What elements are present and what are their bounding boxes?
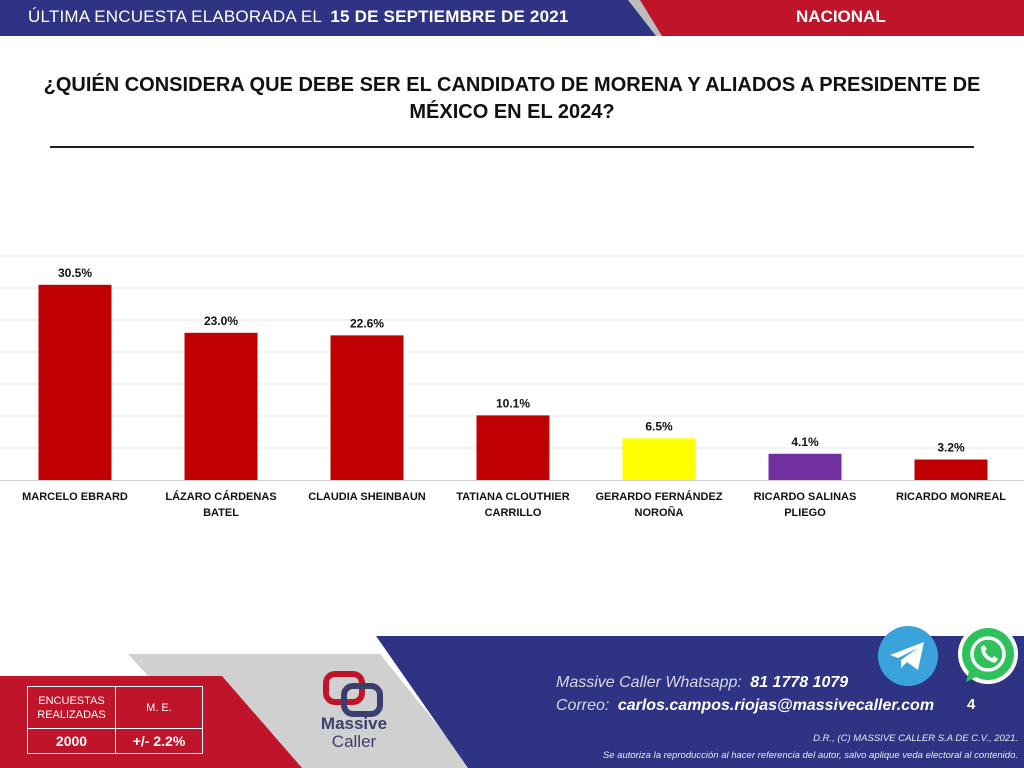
category-label: LÁZARO CÁRDENAS BATEL: [148, 489, 294, 521]
chart-title: ¿QUIÉN CONSIDERA QUE DEBE SER EL CANDIDA…: [43, 74, 981, 123]
whatsapp-label: Massive Caller Whatsapp:: [556, 674, 742, 691]
category-label: GERARDO FERNÁNDEZ NOROÑA: [586, 489, 732, 521]
title-divider: [50, 146, 974, 148]
surveys-value: 2000: [28, 729, 116, 753]
data-label: 23.0%: [204, 314, 238, 328]
margin-error-value: +/- 2.2%: [132, 733, 186, 749]
whatsapp-icon[interactable]: [952, 620, 1024, 692]
survey-date-line: ÚLTIMA ENCUESTA ELABORADA EL 15 DE SEPTI…: [28, 7, 569, 27]
header-background: [0, 0, 1024, 36]
category-label-line: MARCELO EBRARD: [22, 491, 128, 503]
category-label: RICARDO SALINAS PLIEGO: [732, 489, 878, 521]
data-label: 10.1%: [496, 396, 530, 410]
category-label-line: CARRILLO: [484, 507, 542, 519]
data-label: 30.5%: [58, 266, 92, 280]
copyright-line-2: Se autoriza la reproducción al hacer ref…: [602, 750, 1018, 761]
logo-word-caller: Caller: [331, 732, 377, 751]
copyright-line-1: D.R., (C) MASSIVE CALLER S.A DE C.V., 20…: [813, 733, 1018, 744]
region-label: NACIONAL: [796, 7, 886, 26]
bar: [914, 459, 988, 480]
data-label: 3.2%: [937, 441, 965, 455]
bar: [768, 453, 842, 480]
whatsapp-number: 81 1778 1079: [750, 674, 849, 691]
bar: [622, 438, 696, 480]
survey-stats-table: ENCUESTAS REALIZADAS M. E. 2000 +/- 2.2%: [27, 686, 203, 754]
bar: [38, 284, 112, 480]
header-band: ÚLTIMA ENCUESTA ELABORADA EL 15 DE SEPTI…: [0, 0, 1024, 36]
email-address[interactable]: carlos.campos.riojas@massivecaller.com: [617, 697, 935, 714]
email-contact: Correo: carlos.campos.riojas@massivecall…: [556, 697, 934, 715]
whatsapp-contact: Massive Caller Whatsapp: 81 1778 1079: [556, 674, 848, 692]
category-label-line: GERARDO FERNÁNDEZ: [595, 491, 723, 503]
data-label: 22.6%: [350, 316, 384, 330]
category-label-line: RICARDO MONREAL: [896, 491, 1006, 503]
bar: [184, 332, 258, 480]
category-label: MARCELO EBRARD: [2, 489, 148, 505]
bar: [330, 335, 404, 480]
category-label-line: CLAUDIA SHEINBAUN: [308, 491, 426, 503]
data-label: 4.1%: [791, 435, 819, 449]
data-label: 6.5%: [645, 419, 673, 433]
category-label-line: LÁZARO CÁRDENAS BATEL: [165, 491, 277, 519]
logo-word-massive: Massive: [320, 714, 388, 733]
bar-chart: 30.5% 23.0% 22.6% 10.1% 6.5% 4.1% 3.2%: [0, 255, 1024, 481]
bar: [476, 415, 550, 480]
page-number: 4: [967, 696, 976, 713]
surveys-header: ENCUESTAS REALIZADAS: [28, 687, 116, 729]
category-label: TATIANA CLOUTHIER CARRILLO: [440, 489, 586, 521]
category-label: RICARDO MONREAL: [878, 489, 1024, 505]
massive-caller-logo-icon: [323, 671, 383, 717]
email-label: Correo:: [556, 697, 610, 714]
survey-label: ÚLTIMA ENCUESTA ELABORADA EL: [28, 7, 322, 26]
margin-error-header: M. E.: [116, 687, 202, 729]
category-label-line: RICARDO SALINAS PLIEGO: [753, 491, 857, 519]
survey-date: 15 DE SEPTIEMBRE DE 2021: [330, 7, 569, 26]
category-label: CLAUDIA SHEINBAUN: [294, 489, 440, 505]
category-label-line: NOROÑA: [634, 507, 684, 519]
telegram-icon[interactable]: [876, 624, 940, 688]
category-label-line: TATIANA CLOUTHIER: [456, 491, 570, 503]
footer-background: [0, 636, 1024, 768]
copyright-notice: D.R., (C) MASSIVE CALLER S.A DE C.V., 20…: [603, 730, 1018, 764]
